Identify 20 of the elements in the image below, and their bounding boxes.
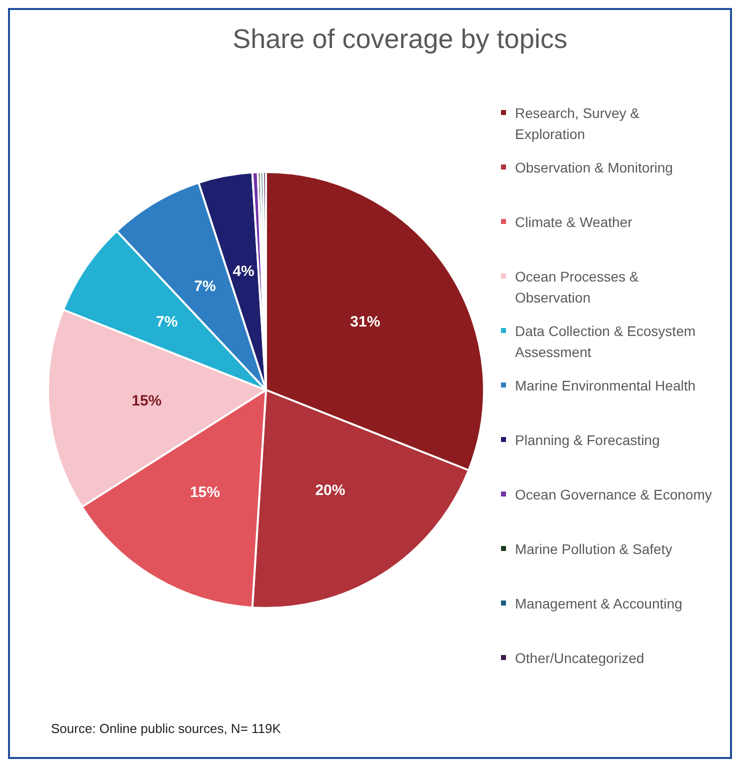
data-label: 7% [194, 278, 216, 295]
legend-label: Management & Accounting [515, 595, 682, 612]
legend-label: Marine Pollution & Safety [515, 540, 672, 557]
source-note: Source: Online public sources, N= 119K [51, 721, 282, 736]
legend-label: Planning & Forecasting [515, 432, 660, 448]
legend-label: Climate & Weather [515, 214, 633, 230]
legend-label: Data Collection & Ecosystem Assessment [515, 322, 696, 360]
legend-label: Ocean Governance & Economy [515, 486, 712, 502]
data-label: 4% [232, 263, 254, 280]
chart-title: Share of coverage by topics [232, 24, 568, 54]
data-label: 31% [350, 314, 380, 331]
legend-label: Research, Survey & Exploration [515, 104, 640, 142]
data-label: 7% [156, 314, 178, 331]
legend-label: Other/Uncategorized [515, 650, 644, 666]
legend-label: Ocean Processes & Observation [515, 268, 640, 306]
data-label: 20% [315, 482, 346, 500]
legend-label: Observation & Monitoring [515, 159, 673, 176]
legend-label: Marine Environmental Health [515, 377, 696, 394]
data-label: 15% [190, 484, 220, 502]
data-label: 15% [132, 392, 162, 410]
